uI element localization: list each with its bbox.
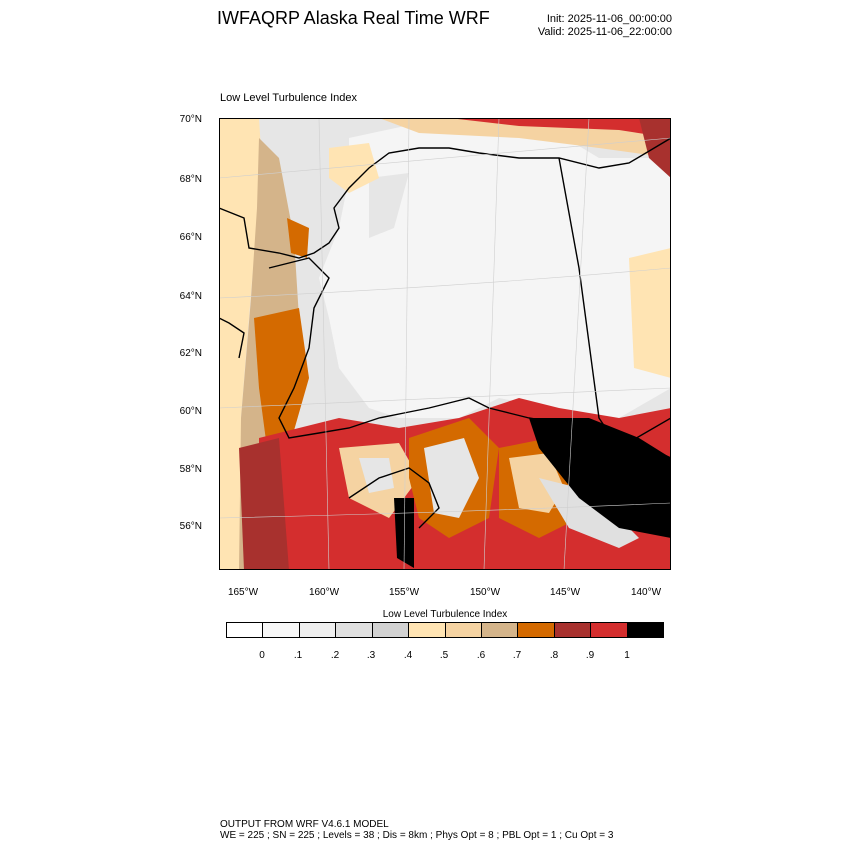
north-slope-tan (329, 143, 379, 193)
colorbar-label: .1 (293, 650, 303, 661)
colorbar-label: .3 (366, 650, 376, 661)
colorbar-label: .5 (439, 650, 449, 661)
colorbar-swatch (409, 623, 446, 637)
colorbar-label: .7 (512, 650, 522, 661)
lon-label-155w: 155°W (388, 587, 420, 598)
graticule-line (219, 137, 671, 179)
lon-label-160w: 160°W (308, 587, 340, 598)
lon-label-150w: 150°W (469, 587, 501, 598)
colorbar-label: 0 (259, 650, 265, 661)
colorbar-swatch (227, 623, 264, 637)
graticule-line (403, 118, 410, 570)
alaska-peninsula-coast (348, 467, 440, 529)
interior-grey-patch (369, 173, 409, 238)
colorbar-label: .2 (330, 650, 340, 661)
footer-line-2: WE = 225 ; SN = 225 ; Levels = 38 ; Dis … (220, 830, 614, 841)
gulf-grey-streak (539, 478, 639, 548)
lat-label-56n: 56°N (179, 521, 202, 532)
lat-label-68n: 68°N (179, 174, 202, 185)
colorbar-label: .4 (403, 650, 413, 661)
lon-label-165w: 165°W (227, 587, 259, 598)
cook-inlet-grey (424, 438, 479, 518)
lat-label-58n: 58°N (179, 464, 202, 475)
colorbar-swatch (518, 623, 555, 637)
colorbar-swatch (445, 623, 482, 637)
lat-label-64n: 64°N (179, 291, 202, 302)
siberia-coast (219, 317, 245, 359)
graticule-line (219, 502, 671, 519)
colorbar-label: .8 (549, 650, 559, 661)
map-border (219, 118, 671, 570)
lat-label-62n: 62°N (179, 348, 202, 359)
colorbar-title: Low Level Turbulence Index (382, 609, 508, 620)
footer-line-1: OUTPUT FROM WRF V4.6.1 MODEL (220, 819, 389, 830)
lon-label-140w: 140°W (630, 587, 662, 598)
plot-title: IWFAQRP Alaska Real Time WRF (217, 8, 490, 28)
turbulence-map (219, 118, 671, 570)
lat-label-66n: 66°N (179, 232, 202, 243)
gulf-tan-band (509, 453, 564, 513)
colorbar-swatch (481, 623, 519, 637)
colorbar (226, 622, 664, 638)
colorbar-swatch (554, 623, 592, 637)
colorbar-swatch (336, 623, 373, 637)
alaska-interior (319, 123, 671, 418)
graticule-line (318, 118, 330, 570)
southwest-darkred (239, 438, 289, 570)
orange-patch-north (287, 218, 309, 258)
south-coastline (268, 257, 671, 459)
graticule-line (219, 267, 671, 299)
yukon-tan (629, 248, 671, 378)
beaufort-red (449, 118, 671, 138)
time-info: Init: 2025-11-06_00:00:00 Valid: 2025-11… (520, 13, 672, 39)
colorbar-swatch (591, 623, 628, 637)
orange-band-west (254, 308, 309, 448)
colorbar-swatch (263, 623, 300, 637)
graticule-line (563, 118, 590, 570)
graticule-line (483, 118, 500, 570)
model-info-footer: OUTPUT FROM WRF V4.6.1 MODEL WE = 225 ; … (220, 819, 613, 841)
canada-border (558, 157, 671, 449)
lat-label-70n: 70°N (179, 114, 202, 125)
init-time: Init: 2025-11-06_00:00:00 (546, 13, 672, 25)
colorbar-label: .6 (476, 650, 486, 661)
colorbar-swatch (627, 623, 664, 637)
north-coastline (219, 137, 671, 259)
colorbar-label: .9 (585, 650, 595, 661)
lat-label-60n: 60°N (179, 406, 202, 417)
lon-label-145w: 145°W (549, 587, 581, 598)
valid-time: Valid: 2025-11-06_22:00:00 (537, 26, 672, 38)
colorbar-label: 1 (624, 650, 630, 661)
graticule-line (219, 387, 671, 409)
field-title: Low Level Turbulence Index (220, 92, 357, 104)
colorbar-swatch (299, 623, 337, 637)
bristol-grey (359, 458, 394, 493)
colorbar-swatch (372, 623, 410, 637)
kodiak-black (394, 498, 414, 568)
gulf-max-turbulence (529, 418, 671, 538)
